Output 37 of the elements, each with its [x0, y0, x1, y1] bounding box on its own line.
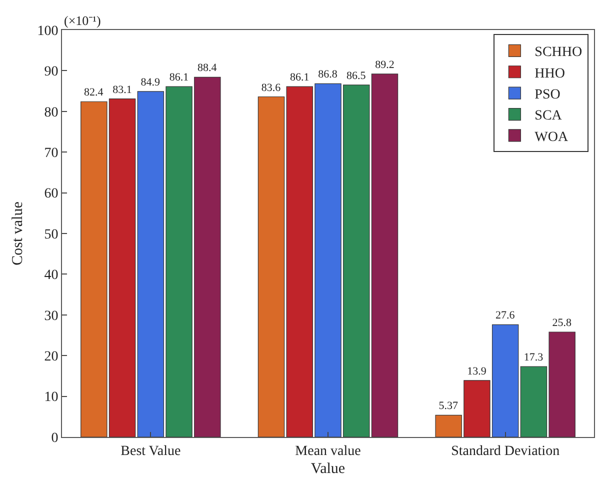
y-tick-label: 40	[44, 268, 58, 284]
data-label: 27.6	[495, 310, 516, 322]
x-tick-label: Best Value	[120, 444, 181, 459]
data-label: 13.9	[467, 365, 487, 378]
y-tick-label: 30	[44, 308, 58, 324]
legend-label: SCA	[534, 108, 563, 124]
data-label: 5.37	[438, 400, 458, 412]
y-tick-label: 0	[51, 430, 58, 446]
data-label: 17.3	[524, 352, 544, 364]
legend-label: SCHHO	[534, 45, 582, 60]
data-label: 86.5	[346, 70, 366, 82]
x-tick-label: Mean value	[295, 444, 361, 459]
data-label: 83.1	[112, 84, 132, 96]
legend-label: WOA	[534, 130, 570, 145]
data-label: 82.4	[84, 86, 104, 99]
data-label: 25.8	[552, 316, 572, 329]
data-label: 88.4	[198, 62, 218, 74]
data-label: 89.2	[375, 58, 394, 71]
y-axis-title: Cost value	[10, 201, 26, 266]
data-label: 86.1	[290, 72, 310, 84]
y-tick-label: 20	[44, 350, 58, 364]
data-label: 83.6	[261, 82, 282, 94]
legend-label: PSO	[534, 88, 560, 103]
y-tick-label: 70	[44, 146, 58, 161]
x-axis-title: Value	[310, 460, 346, 477]
y-tick-label: 90	[44, 64, 58, 80]
y-tick-label: 10	[44, 390, 58, 406]
legend-label: HHO	[534, 66, 566, 82]
data-label: 84.9	[140, 76, 161, 88]
x-tick-label: Standard Deviation	[451, 444, 560, 459]
data-label: 86.1	[169, 72, 189, 84]
y-tick-label: 50	[44, 227, 58, 242]
data-label: 86.8	[318, 68, 338, 81]
text: (×10⁻¹)	[64, 13, 101, 28]
y-tick-label: 80	[44, 105, 58, 120]
y-tick-label: 60	[44, 186, 58, 202]
y-tick-label: 100	[37, 24, 58, 39]
